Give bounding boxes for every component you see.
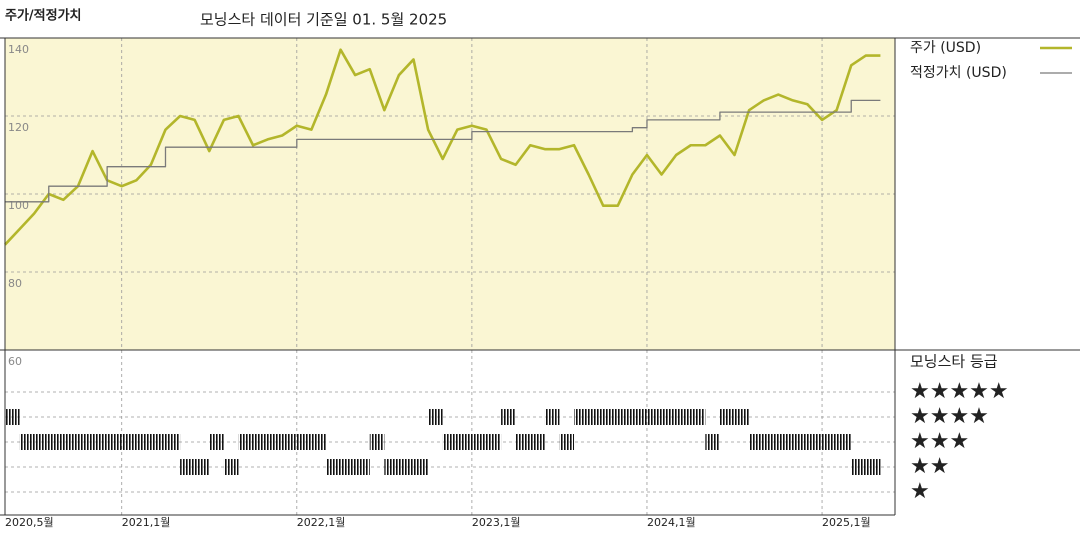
- rating-bar: [749, 434, 852, 450]
- rating-bar: [209, 434, 224, 450]
- rating-bar: [574, 409, 706, 425]
- rating-bar: [544, 409, 560, 425]
- rating-bar: [384, 459, 429, 475]
- rating-bar: [428, 409, 443, 425]
- rating-stars-label: ★★★★: [910, 404, 989, 429]
- rating-bar: [515, 434, 545, 450]
- rating-bar: [238, 434, 326, 450]
- chart-title: 모닝스타 데이터 기준일 01. 5월 2025: [200, 11, 447, 29]
- rating-bar: [19, 434, 181, 450]
- rating-bar: [442, 434, 502, 450]
- legend-label: 적정가치 (USD): [910, 65, 1007, 81]
- rating-bar: [705, 434, 720, 450]
- y-tick-label: 120: [8, 121, 29, 134]
- x-tick-label: 2024,1월: [647, 516, 696, 529]
- rating-bar: [180, 459, 210, 475]
- y-tick-label: 140: [8, 43, 29, 56]
- rating-bar: [223, 459, 239, 475]
- series-line: [5, 99, 881, 203]
- series-line: [4, 48, 881, 246]
- axis-title: 주가/적정가치: [5, 8, 82, 24]
- y-tick-label: 100: [8, 199, 29, 212]
- y-tick-label: 60: [8, 355, 22, 368]
- rating-stars-label: ★★★: [910, 429, 969, 454]
- legend-label: 주가 (USD): [910, 40, 981, 56]
- rating-title: 모닝스타 등급: [910, 353, 998, 371]
- y-tick-label: 80: [8, 277, 22, 290]
- x-tick-label: 2025,1월: [822, 516, 871, 529]
- x-tick-label: 2022,1월: [297, 516, 346, 529]
- rating-bar: [851, 459, 881, 475]
- rating-bar: [719, 409, 750, 425]
- rating-stars-label: ★: [910, 479, 930, 504]
- rating-bar: [325, 459, 370, 475]
- rating-bar: [501, 409, 516, 425]
- rating-bar: [369, 434, 385, 450]
- rating-bar: [5, 409, 20, 425]
- rating-stars-label: ★★: [910, 454, 949, 479]
- rating-stars-label: ★★★★★: [910, 379, 1009, 404]
- rating-bar: [559, 434, 575, 450]
- x-tick-label: 2020,5월: [5, 516, 54, 529]
- x-tick-label: 2021,1월: [122, 516, 171, 529]
- x-tick-label: 2023,1월: [472, 516, 521, 529]
